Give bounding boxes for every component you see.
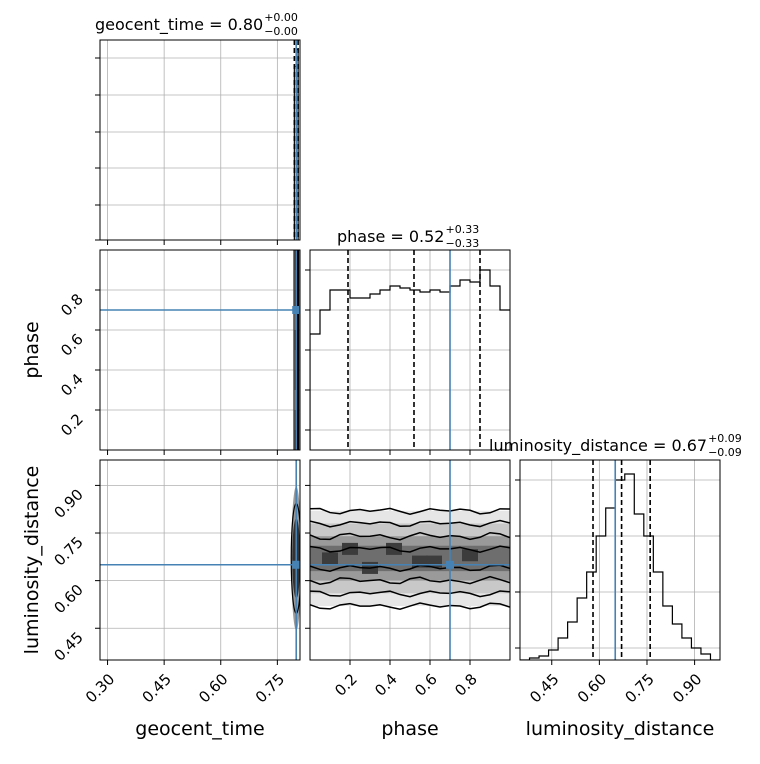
phase-hist-marks bbox=[310, 250, 510, 450]
geocent-phase-frame bbox=[99, 249, 301, 451]
phase-distance-contour bbox=[310, 519, 510, 528]
phase-title-minus: −0.33 bbox=[445, 237, 479, 250]
phase-distance-frame bbox=[309, 459, 511, 661]
geocent-distance-truth-marker bbox=[292, 560, 300, 569]
geocent-distance-frame bbox=[99, 459, 301, 661]
phase-distance-contour bbox=[310, 575, 510, 585]
phase-ytick-label: 0.8 bbox=[57, 290, 87, 320]
phase-distance-density-cell bbox=[342, 542, 358, 555]
distance-hist-marks bbox=[520, 460, 720, 660]
geocent-distance-marks bbox=[100, 460, 300, 660]
distance-title-text: luminosity_distance = 0.67 bbox=[489, 436, 707, 456]
phase-distance-contour bbox=[310, 531, 510, 541]
distance-hist-frame bbox=[519, 459, 721, 661]
geocent-title: geocent_time = 0.80 +0.00−0.00 bbox=[95, 11, 298, 38]
distance-ytick-label: 0.75 bbox=[50, 533, 86, 569]
geocent-hist-frame bbox=[99, 39, 301, 241]
distance-title: luminosity_distance = 0.67 +0.09−0.09 bbox=[489, 432, 742, 459]
distance-title-plus: +0.09 bbox=[708, 432, 742, 445]
phase-distance-density-cell bbox=[322, 552, 338, 565]
phase-distance-contour bbox=[310, 545, 510, 553]
phase-xlabel: phase bbox=[381, 718, 438, 740]
distance-histogram-step bbox=[520, 473, 720, 660]
geocent-hist-marks bbox=[293, 40, 299, 240]
phase-distance-density-cell bbox=[462, 549, 478, 562]
geocent-xtick-label: 0.60 bbox=[195, 670, 231, 706]
geocent-title-plus: +0.00 bbox=[264, 11, 298, 24]
geocent-title-minus: −0.00 bbox=[264, 25, 298, 38]
phase-distance-contour bbox=[310, 507, 510, 515]
geocent-time-xlabel: geocent_time bbox=[135, 718, 264, 740]
phase-xtick-label: 0.4 bbox=[371, 670, 401, 700]
phase-ytick-label: 0.2 bbox=[57, 410, 87, 440]
phase-ylabel: phase bbox=[21, 321, 43, 378]
geocent-title-text: geocent_time = 0.80 bbox=[95, 15, 263, 35]
geocent-xtick-label: 0.75 bbox=[252, 670, 288, 706]
phase-xtick-label: 0.8 bbox=[451, 670, 481, 700]
phase-histogram-step bbox=[310, 269, 510, 450]
geocent-phase-truth-marker bbox=[292, 306, 300, 314]
phase-title-text: phase = 0.52 bbox=[337, 227, 444, 246]
phase-distance-contour bbox=[310, 602, 510, 610]
luminosity-distance-xlabel: luminosity_distance bbox=[526, 718, 715, 740]
distance-xtick-label: 0.75 bbox=[621, 670, 657, 706]
phase-ytick-label: 0.6 bbox=[57, 330, 87, 360]
phase-hist-grid bbox=[310, 250, 510, 450]
distance-hist-grid bbox=[520, 460, 720, 660]
geocent-hist-grid bbox=[100, 40, 300, 240]
phase-xtick-label: 0.6 bbox=[411, 670, 441, 700]
geocent-phase-marks bbox=[100, 250, 300, 450]
distance-xtick-label: 0.90 bbox=[669, 670, 705, 706]
phase-xtick-label: 0.2 bbox=[331, 670, 361, 700]
distance-xtick-label: 0.60 bbox=[574, 670, 610, 706]
distance-ytick-label: 0.60 bbox=[50, 581, 86, 617]
geocent-xtick-label: 0.30 bbox=[82, 670, 118, 706]
distance-title-minus: −0.09 bbox=[708, 446, 742, 459]
distance-ytick-label: 0.90 bbox=[50, 485, 86, 521]
phase-distance-contour bbox=[310, 590, 510, 598]
distance-ytick-label: 0.45 bbox=[50, 628, 86, 664]
phase-title: phase = 0.52 +0.33−0.33 bbox=[337, 223, 479, 250]
phase-ytick-label: 0.4 bbox=[57, 370, 87, 400]
phase-title-plus: +0.33 bbox=[445, 223, 479, 236]
distance-xtick-label: 0.45 bbox=[526, 670, 562, 706]
geocent-xtick-label: 0.45 bbox=[139, 670, 175, 706]
geocent-distance-grid bbox=[100, 460, 300, 660]
luminosity-distance-ylabel: luminosity_distance bbox=[21, 466, 43, 655]
phase-distance-contour bbox=[310, 564, 510, 573]
phase-distance-marks bbox=[310, 460, 510, 660]
phase-distance-truth-marker bbox=[446, 560, 454, 569]
geocent-phase-grid bbox=[100, 250, 300, 450]
